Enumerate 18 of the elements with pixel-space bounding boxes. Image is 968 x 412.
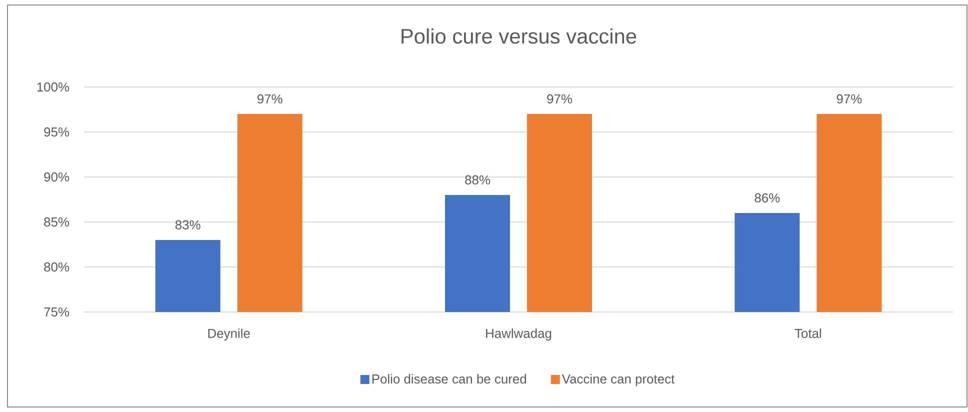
data-label: 88% <box>465 175 490 184</box>
chart-title: Polio cure versus vaccine <box>402 28 636 44</box>
y-tick-label: 90% <box>44 172 70 182</box>
x-tick-label: Total <box>794 328 822 338</box>
y-tick-label: 80% <box>44 262 70 272</box>
y-tick-label: 100% <box>37 82 70 92</box>
y-tick-label: 75% <box>44 307 70 317</box>
data-label: 97% <box>836 94 862 104</box>
data-label: 86% <box>754 193 780 202</box>
y-tick-label: 95% <box>44 127 70 137</box>
x-tick-label: Deynile <box>208 328 250 341</box>
y-tick-label: 85% <box>44 217 70 227</box>
x-tick-label: Hawlwadag <box>486 328 552 341</box>
data-label: 83% <box>175 220 200 230</box>
data-label: 97% <box>547 94 572 104</box>
legend-label: Polio disease can be cured <box>372 374 526 384</box>
data-label: 97% <box>257 94 282 104</box>
legend-label: Vaccine can protect <box>562 374 675 386</box>
